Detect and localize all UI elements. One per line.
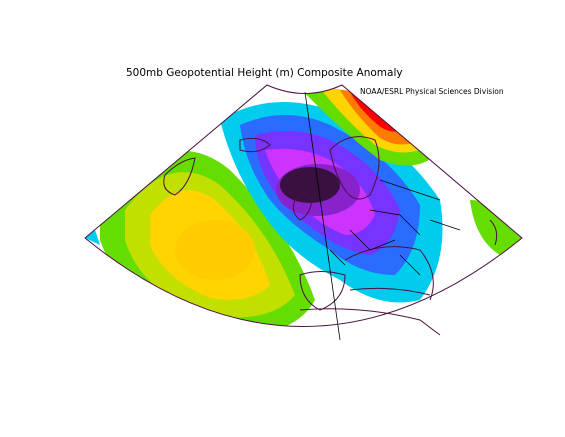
map-title: 500mb Geopotential Height (m) Composite … xyxy=(126,67,403,79)
mediterranean-coast xyxy=(349,287,431,296)
greenland-coast xyxy=(163,157,196,196)
iceland-coast xyxy=(239,137,271,153)
map-boundary xyxy=(84,84,523,327)
east-positive-green xyxy=(470,200,522,255)
map-credit: NOAA/ESRL Physical Sciences Division xyxy=(360,87,504,96)
country-boundaries xyxy=(329,179,461,276)
europe-coast xyxy=(344,246,434,301)
africa-coast xyxy=(299,308,441,336)
coastlines xyxy=(163,136,498,336)
caspian-coast xyxy=(489,219,498,246)
british-isles-coast xyxy=(292,194,313,221)
meridians xyxy=(304,91,341,341)
negative-anomaly-core xyxy=(280,167,340,203)
west-edge-cyan xyxy=(85,230,100,245)
scandinavia-coast xyxy=(329,136,380,200)
positive-anomaly-core xyxy=(175,220,255,280)
iberia-coast xyxy=(299,271,346,311)
